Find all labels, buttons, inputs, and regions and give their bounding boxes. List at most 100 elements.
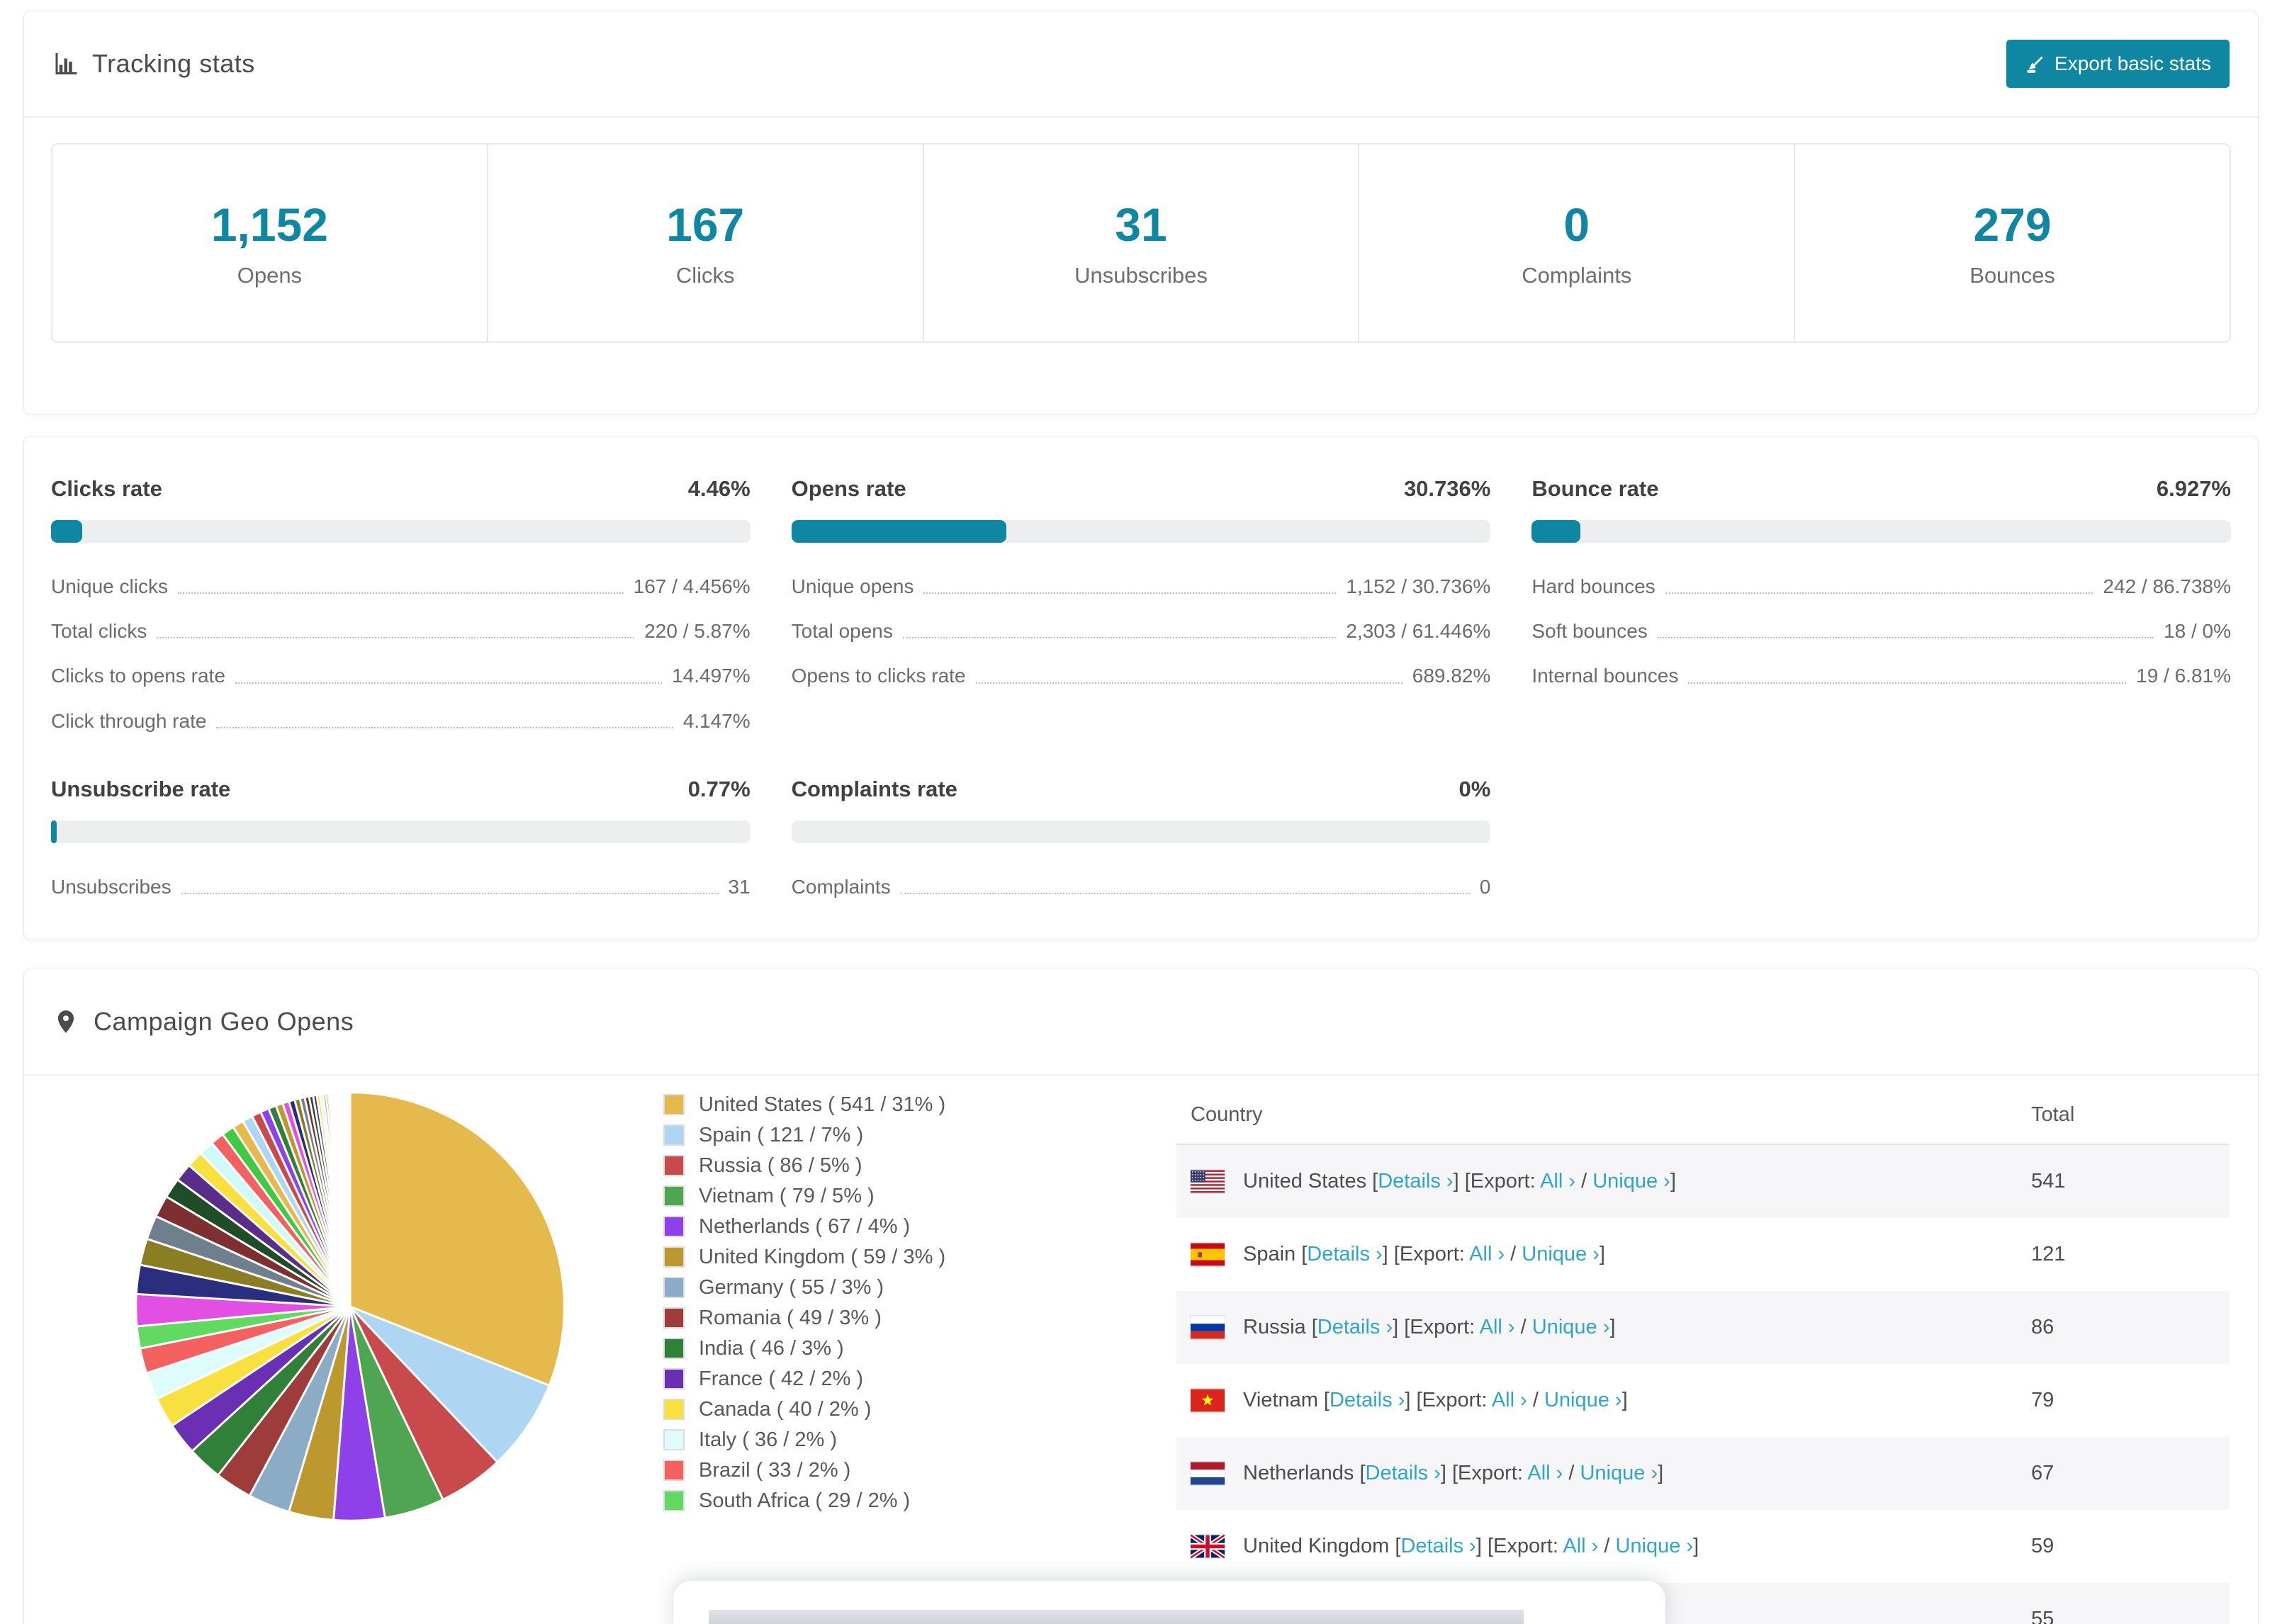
legend-label: Italy ( 36 / 2% ) <box>699 1428 838 1451</box>
legend-item-france[interactable]: France ( 42 / 2% ) <box>663 1364 1004 1394</box>
legend-swatch <box>663 1124 685 1146</box>
dotted-leader <box>177 592 624 594</box>
geo-pie-chart <box>130 1087 570 1526</box>
legend-item-united-states[interactable]: United States ( 541 / 31% ) <box>663 1090 1004 1120</box>
legend-item-united-kingdom[interactable]: United Kingdom ( 59 / 3% ) <box>663 1242 1004 1273</box>
legend-swatch <box>663 1338 685 1360</box>
summary-stat-unsubscribes: 31 Unsubscribes <box>924 145 1360 342</box>
legend-item-south-africa[interactable]: South Africa ( 29 / 2% ) <box>663 1486 1004 1516</box>
dotted-leader <box>216 726 673 728</box>
stat-value: 220 / 5.87% <box>644 620 751 643</box>
geo-table-header-row: Country Total <box>1176 1086 2230 1145</box>
details-link-es[interactable]: Details › <box>1307 1242 1383 1265</box>
dotted-leader <box>1657 637 2154 639</box>
rate-section-opens-rate: Opens rate 30.736% Unique opens 1,152 / 30.… <box>791 476 1491 733</box>
legend-item-vietnam[interactable]: Vietnam ( 79 / 5% ) <box>663 1181 1004 1212</box>
export-basic-stats-button[interactable]: Export basic stats <box>2006 40 2230 88</box>
stat-value: 4.147% <box>682 709 751 732</box>
legend-item-canada[interactable]: Canada ( 40 / 2% ) <box>663 1394 1004 1425</box>
summary-stats-box: 1,152 Opens 167 Clicks 31 Unsubscribes 0 Compla… <box>51 143 2231 343</box>
geo-legend: United States ( 541 / 31% ) Spain ( 121 /… <box>663 1090 1004 1516</box>
legend-label: Vietnam ( 79 / 5% ) <box>699 1184 875 1207</box>
bar-chart-icon <box>52 51 78 77</box>
summary-stat-value: 0 <box>1563 198 1590 251</box>
export-unique-link-ru[interactable]: Unique › <box>1531 1315 1610 1338</box>
export-unique-link-gb[interactable]: Unique › <box>1615 1534 1694 1557</box>
legend-item-germany[interactable]: Germany ( 55 / 3% ) <box>663 1273 1004 1303</box>
stat-row: Click through rate 4.147% <box>51 710 751 733</box>
stat-label: Total clicks <box>51 620 147 643</box>
export-all-link-vn[interactable]: All › <box>1491 1388 1527 1411</box>
details-link-nl[interactable]: Details › <box>1365 1461 1441 1484</box>
pie-slice-united-states[interactable] <box>349 1091 566 1387</box>
summary-stat-complaints: 0 Complaints <box>1359 145 1796 342</box>
stat-row: Clicks to opens rate 14.497% <box>51 665 751 687</box>
legend-item-spain[interactable]: Spain ( 121 / 7% ) <box>663 1120 1004 1151</box>
stat-row: Hard bounces 242 / 86.738% <box>1531 575 2231 598</box>
legend-label: Spain ( 121 / 7% ) <box>699 1123 864 1146</box>
legend-item-russia[interactable]: Russia ( 86 / 5% ) <box>663 1151 1004 1181</box>
details-link-ru[interactable]: Details › <box>1317 1315 1393 1338</box>
export-all-link-nl[interactable]: All › <box>1527 1461 1563 1484</box>
stat-value: 31 <box>728 875 751 898</box>
legend-item-brazil[interactable]: Brazil ( 33 / 2% ) <box>663 1455 1004 1486</box>
stat-value: 689.82% <box>1412 665 1491 687</box>
stat-value: 242 / 86.738% <box>2103 575 2231 597</box>
legend-swatch <box>663 1429 685 1451</box>
rate-value: 6.927% <box>2156 476 2231 501</box>
flag-es-icon <box>1191 1243 1225 1266</box>
pie-slice-other[interactable] <box>349 1091 352 1307</box>
legend-label: Canada ( 40 / 2% ) <box>699 1397 872 1421</box>
summary-stat-label: Clicks <box>675 263 735 288</box>
export-unique-link-us[interactable]: Unique › <box>1592 1169 1670 1192</box>
stat-label: Unique clicks <box>51 575 168 597</box>
details-link-us[interactable]: Details › <box>1378 1169 1454 1192</box>
geo-header: Campaign Geo Opens <box>24 969 2258 1076</box>
legend-item-netherlands[interactable]: Netherlands ( 67 / 4% ) <box>663 1212 1004 1242</box>
page-title: Tracking stats <box>92 49 255 78</box>
export-all-link-es[interactable]: All › <box>1469 1242 1505 1265</box>
progress-track <box>51 520 751 543</box>
export-unique-link-es[interactable]: Unique › <box>1522 1242 1600 1265</box>
summary-stat-label: Opens <box>237 263 303 288</box>
rate-title: Complaints rate <box>791 776 957 801</box>
legend-label: Germany ( 55 / 3% ) <box>699 1275 884 1299</box>
legend-swatch <box>663 1460 685 1482</box>
horizontal-scrollbar[interactable] <box>709 1610 1524 1624</box>
legend-label: South Africa ( 29 / 2% ) <box>699 1489 911 1512</box>
legend-swatch <box>663 1399 685 1421</box>
summary-stat-value: 167 <box>666 198 745 251</box>
progress-fill <box>51 820 57 843</box>
stat-label: Hard bounces <box>1531 575 1656 597</box>
dotted-leader <box>157 637 635 639</box>
dotted-leader <box>1688 682 2127 684</box>
export-all-link-ru[interactable]: All › <box>1479 1315 1515 1338</box>
geo-content: United States ( 541 / 31% ) Spain ( 121 /… <box>24 1076 2258 1624</box>
country-name: United Kingdom <box>1243 1534 1395 1557</box>
rates-grid: Clicks rate 4.46% Unique clicks 167 / 4.456… <box>51 476 2231 898</box>
geo-table-row-es: Spain [Details ›] [Export: All › / Uniqu… <box>1176 1218 2230 1291</box>
country-name: United States <box>1243 1169 1373 1192</box>
rates-card: Clicks rate 4.46% Unique clicks 167 / 4.456… <box>23 436 2259 940</box>
country-name: Spain <box>1243 1242 1302 1265</box>
rate-section-complaints-rate: Complaints rate 0% Complaints 0 <box>791 776 1491 898</box>
rate-title: Opens rate <box>791 476 906 501</box>
export-unique-link-nl[interactable]: Unique › <box>1580 1461 1658 1484</box>
stat-row: Unique clicks 167 / 4.456% <box>51 575 751 598</box>
export-all-link-us[interactable]: All › <box>1540 1169 1576 1192</box>
geo-table-row-nl: Netherlands [Details ›] [Export: All › /… <box>1176 1436 2230 1510</box>
legend-item-italy[interactable]: Italy ( 36 / 2% ) <box>663 1425 1004 1455</box>
details-link-gb[interactable]: Details › <box>1400 1534 1476 1557</box>
legend-item-india[interactable]: India ( 46 / 3% ) <box>663 1333 1004 1364</box>
stat-row: Total clicks 220 / 5.87% <box>51 620 751 643</box>
export-all-link-gb[interactable]: All › <box>1563 1534 1599 1557</box>
legend-item-romania[interactable]: Romania ( 49 / 3% ) <box>663 1303 1004 1333</box>
legend-label: India ( 46 / 3% ) <box>699 1336 844 1360</box>
pie-slice-spain[interactable] <box>349 1305 551 1464</box>
flag-ru-icon <box>1191 1316 1225 1339</box>
details-link-vn[interactable]: Details › <box>1329 1388 1405 1411</box>
progress-fill <box>791 520 1006 543</box>
export-unique-link-vn[interactable]: Unique › <box>1544 1388 1622 1411</box>
summary-stat-value: 31 <box>1115 198 1167 251</box>
export-icon <box>2025 54 2045 74</box>
